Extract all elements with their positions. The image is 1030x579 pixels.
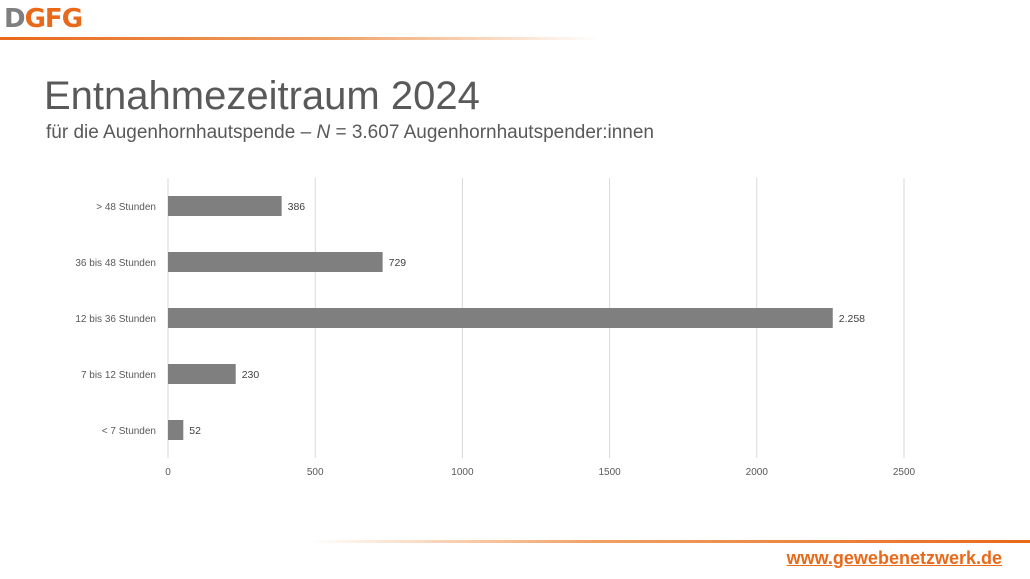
footer-divider [310, 540, 1030, 543]
value-label-1: 729 [389, 257, 407, 269]
bar-2 [168, 308, 833, 328]
subtitle-text-end: = 3.607 Augenhornhautspender:innen [330, 122, 654, 143]
bar-1 [168, 252, 383, 272]
category-label-3: 7 bis 12 Stunden [81, 370, 156, 381]
page-subtitle: für die Augenhornhautspende – N = 3.607 … [46, 121, 654, 145]
category-label-2: 12 bis 36 Stunden [75, 314, 156, 325]
subtitle-n-symbol: N [316, 122, 331, 143]
website-link[interactable]: www.gewebenetzwerk.de [786, 548, 1002, 568]
category-label-4: < 7 Stunden [102, 426, 156, 437]
value-label-3: 230 [242, 369, 260, 381]
x-tick-label-1: 500 [307, 467, 324, 478]
value-label-2: 2.258 [839, 313, 865, 325]
category-label-1: 36 bis 48 Stunden [75, 258, 156, 269]
category-label-0: > 48 Stunden [96, 202, 156, 213]
x-tick-label-0: 0 [165, 467, 171, 478]
subtitle-text-start: für die Augenhornhautspende – [46, 122, 317, 143]
bar-0 [168, 196, 282, 216]
logo-letter-d: D [4, 4, 26, 34]
header-divider [0, 37, 600, 40]
x-tick-label-3: 1500 [598, 467, 621, 478]
x-tick-label-4: 2000 [746, 467, 769, 478]
page-title: Entnahmezeitraum 2024 [44, 74, 480, 118]
x-tick-label-2: 1000 [451, 467, 474, 478]
x-tick-label-5: 2500 [893, 467, 916, 478]
value-label-0: 386 [288, 201, 306, 213]
bar-3 [168, 364, 236, 384]
bar-4 [168, 420, 184, 440]
value-label-4: 52 [189, 425, 201, 437]
dgfg-logo: DGFG [4, 4, 83, 34]
logo-letters-gfg: GFG [24, 4, 83, 34]
